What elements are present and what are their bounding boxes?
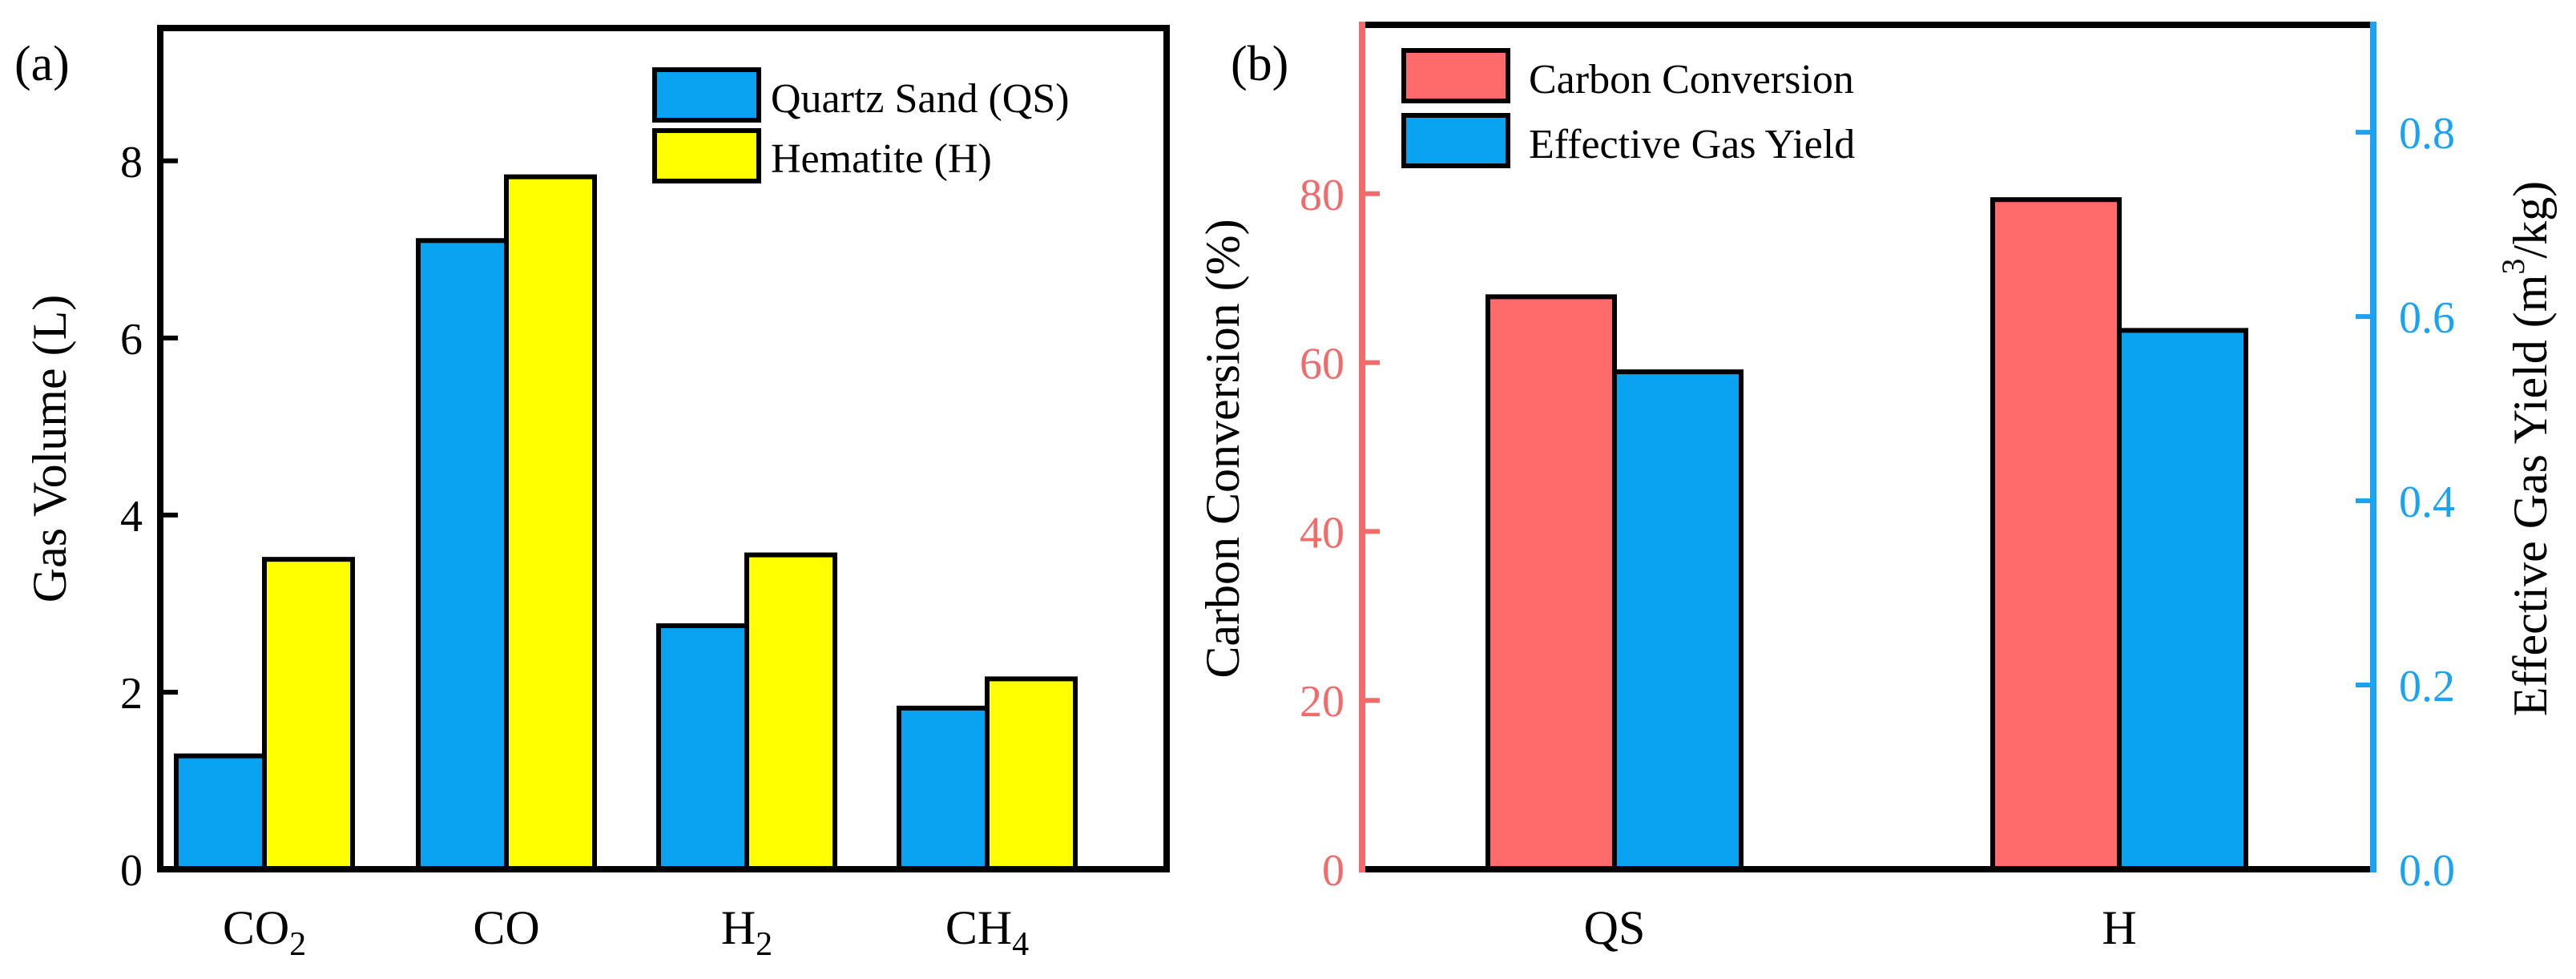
panel-b: (b) 0 20 40 60 80 0.0 0.2 0.4 0.6 0.8 QS H Carbon… — [1196, 22, 2557, 954]
panel-a-bars — [174, 174, 1078, 872]
panel-b-right-y-axis-title: Effective Gas Yield (m3/kg) — [2495, 181, 2557, 716]
right-y-tick-label: 0.6 — [2399, 293, 2455, 343]
bar-carbon-conversion-h — [1990, 197, 2122, 872]
bar-quartz-sand-co2 — [174, 753, 267, 872]
legend-label-quartz-sand: Quartz Sand (QS) — [771, 76, 1070, 122]
panel-a-y-ticks: 0 2 4 6 8 — [120, 138, 178, 896]
right-y-tick-label: 0.4 — [2399, 477, 2455, 527]
right-axis-title-end: /kg) — [2504, 181, 2557, 259]
panel-b-bars — [1486, 197, 2248, 872]
x-tick-label: CO — [473, 901, 539, 954]
bar-effective-gas-yield-h — [2117, 328, 2248, 872]
right-y-tick-label: 0.0 — [2399, 846, 2455, 896]
panel-a-label: (a) — [14, 37, 70, 91]
legend-swatch-hematite — [652, 128, 761, 183]
y-tick-label: 6 — [120, 315, 143, 365]
right-axis-title-superscript: 3 — [2495, 259, 2531, 275]
panel-a: (a) 0 2 4 6 8 CO2 CO H2 CH4 Gas Volume (L) Quar… — [14, 25, 1170, 963]
panel-b-right-y-ticks: 0.0 0.2 0.4 0.6 0.8 — [2356, 109, 2455, 896]
y-tick-label: 8 — [120, 138, 143, 187]
right-y-tick-label: 0.2 — [2399, 662, 2455, 711]
bar-effective-gas-yield-qs — [1612, 369, 1744, 872]
legend-swatch-quartz-sand — [652, 67, 761, 123]
y-tick-label: 4 — [120, 492, 143, 542]
panel-b-left-y-ticks: 0 20 40 60 80 — [1300, 171, 1380, 896]
bar-hematite-ch4 — [985, 676, 1078, 872]
y-tick-label: 2 — [120, 669, 143, 719]
panel-a-legend: Quartz Sand (QS) Hematite (H) — [652, 67, 1070, 183]
panel-b-x-labels: QS H — [1584, 901, 2137, 954]
legend-swatch-effective-gas-yield — [1401, 113, 1510, 168]
legend-label-carbon-conversion: Carbon Conversion — [1529, 57, 1854, 103]
panel-b-legend: Carbon Conversion Effective Gas Yield — [1401, 48, 1855, 168]
panel-a-x-labels: CO2 CO H2 CH4 — [223, 901, 1029, 963]
bar-quartz-sand-co — [416, 238, 509, 872]
panel-a-frame — [157, 25, 1170, 872]
panel-b-label: (b) — [1231, 37, 1288, 91]
left-y-tick-label: 40 — [1300, 508, 1344, 558]
x-tick-label: H2 — [721, 901, 772, 963]
bar-hematite-co2 — [262, 557, 355, 872]
left-y-tick-label: 60 — [1300, 340, 1344, 389]
legend-swatch-carbon-conversion — [1401, 48, 1510, 103]
left-y-tick-label: 0 — [1322, 846, 1344, 896]
right-axis-title-main: Effective Gas Yield (m — [2504, 275, 2557, 716]
x-tick-label: H — [2102, 901, 2136, 954]
bar-quartz-sand-ch4 — [897, 705, 990, 872]
bar-carbon-conversion-qs — [1486, 294, 1617, 872]
right-y-tick-label: 0.8 — [2399, 109, 2455, 159]
bar-hematite-h2 — [744, 552, 837, 872]
bar-hematite-co — [504, 174, 597, 872]
panel-a-y-axis-title: Gas Volume (L) — [23, 295, 76, 602]
bar-quartz-sand-h2 — [656, 623, 749, 872]
panel-b-left-y-axis-title: Carbon Conversion (%) — [1196, 219, 1249, 678]
legend-label-hematite: Hematite (H) — [771, 136, 992, 182]
x-tick-label: CH4 — [945, 901, 1029, 963]
left-y-tick-label: 20 — [1300, 677, 1344, 727]
x-tick-label: CO2 — [223, 901, 306, 963]
y-tick-label: 0 — [120, 846, 143, 896]
left-y-tick-label: 80 — [1300, 171, 1344, 220]
legend-label-effective-gas-yield: Effective Gas Yield — [1529, 122, 1855, 167]
x-tick-label: QS — [1584, 901, 1646, 954]
